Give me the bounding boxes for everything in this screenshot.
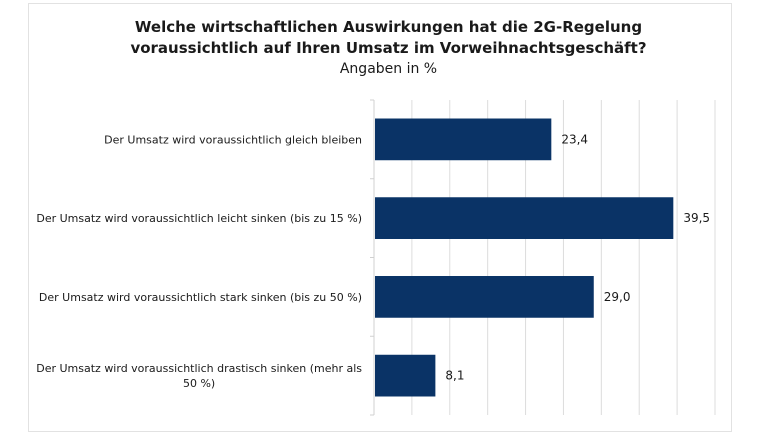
bar [375, 197, 674, 239]
chart-subtitle: Angaben in % [339, 61, 438, 77]
category-label: Der Umsatz wird voraussichtlich drastisc… [36, 362, 362, 390]
bar [375, 354, 436, 397]
value-label: 39,5 [683, 211, 710, 225]
category-label-line: 50 %) [183, 377, 215, 390]
chart-title: Welche wirtschaftlichen Auswirkungen hat… [0, 17, 777, 59]
bars [375, 118, 674, 397]
value-label: 23,4 [561, 132, 588, 146]
value-labels: 23,4 39,5 29,0 8,1 [445, 132, 710, 382]
y-axis [370, 99, 375, 416]
bar [375, 276, 594, 318]
category-labels: Der Umsatz wird voraussichtlich gleich b… [36, 133, 362, 390]
bar [375, 118, 552, 161]
value-label: 8,1 [445, 369, 464, 383]
category-label-line: Der Umsatz wird voraussichtlich drastisc… [36, 362, 362, 375]
chart-title-line-2: voraussichtlich auf Ihren Umsatz im Vorw… [130, 39, 647, 57]
value-label: 29,0 [604, 290, 631, 304]
category-label: Der Umsatz wird voraussichtlich gleich b… [104, 133, 362, 146]
chart-title-line-1: Welche wirtschaftlichen Auswirkungen hat… [134, 18, 643, 36]
category-label: Der Umsatz wird voraussichtlich leicht s… [36, 212, 362, 225]
category-label: Der Umsatz wird voraussichtlich stark si… [39, 291, 362, 304]
